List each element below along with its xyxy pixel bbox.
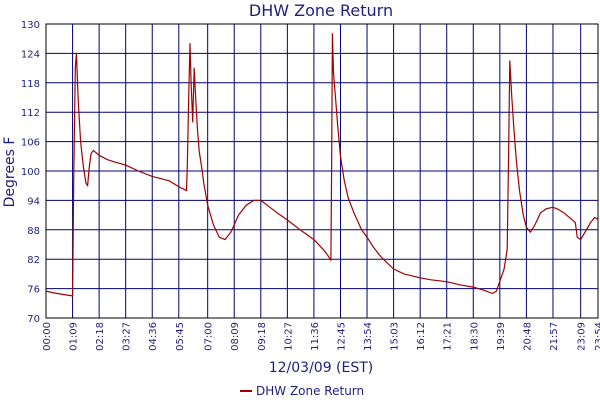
x-tick-label: 12:45	[336, 322, 347, 351]
x-tick-label: 01:09	[69, 322, 80, 351]
y-tick-label: 124	[21, 49, 40, 60]
y-tick-label: 70	[27, 314, 40, 325]
x-tick-label: 23:54	[594, 322, 600, 351]
x-tick-label: 13:54	[363, 322, 374, 351]
y-tick-label: 88	[27, 226, 40, 237]
y-tick-label: 94	[27, 196, 40, 207]
x-tick-label: 17:21	[443, 322, 454, 351]
tick-labels: 70 76 82 88 94 100 106 112 118 124 130 00:00 01:09 02…	[21, 20, 600, 351]
y-tick-label: 118	[21, 79, 40, 90]
grid	[46, 24, 598, 318]
x-tick-label: 03:27	[122, 322, 133, 351]
x-tick-label: 10:27	[283, 322, 294, 351]
y-axis-label: Degrees F	[2, 137, 18, 208]
x-tick-label: 15:03	[390, 322, 401, 351]
x-tick-label: 16:12	[416, 322, 427, 351]
x-tick-label: 04:36	[148, 322, 159, 351]
x-tick-label: 23:09	[577, 322, 588, 351]
chart-title: DHW Zone Return	[249, 1, 393, 20]
x-tick-label: 00:00	[42, 322, 53, 351]
plot-frame	[45, 23, 599, 319]
y-tick-label: 76	[27, 285, 40, 296]
x-tick-label: 20:48	[522, 322, 533, 351]
x-tick-label: 19:39	[496, 322, 507, 351]
x-tick-label: 02:18	[95, 322, 106, 351]
x-tick-label: 18:30	[469, 322, 480, 351]
y-tick-label: 82	[27, 255, 40, 266]
x-tick-label: 05:45	[175, 322, 186, 351]
series-layer	[45, 33, 599, 297]
x-tick-label: 09:18	[257, 322, 268, 351]
y-tick-label: 106	[21, 138, 40, 149]
x-tick-label: 08:09	[230, 322, 241, 351]
x-tick-label: 21:57	[549, 322, 560, 351]
legend-label: DHW Zone Return	[256, 384, 364, 398]
y-tick-label: 112	[21, 108, 40, 119]
x-axis-label: 12/03/09 (EST)	[269, 360, 374, 376]
legend: DHW Zone Return	[240, 384, 364, 398]
x-tick-label: 07:00	[204, 322, 215, 351]
series-line	[45, 33, 599, 297]
y-tick-label: 130	[21, 20, 40, 31]
x-tick-label: 11:36	[310, 322, 321, 351]
y-tick-label: 100	[21, 167, 40, 178]
